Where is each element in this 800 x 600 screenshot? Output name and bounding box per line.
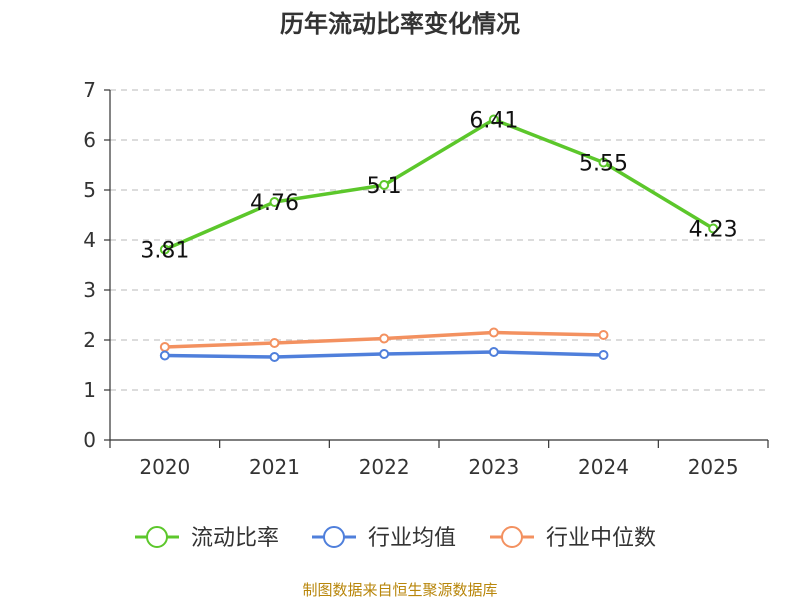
legend-label: 行业中位数 bbox=[546, 526, 656, 551]
source-footer: 制图数据来自恒生聚源数据库 bbox=[302, 581, 497, 599]
data-point[interactable] bbox=[159, 244, 170, 255]
legend-marker bbox=[323, 526, 345, 548]
data-point[interactable] bbox=[379, 180, 390, 190]
data-point[interactable] bbox=[159, 342, 170, 352]
y-tick-label: 7 bbox=[83, 78, 96, 102]
y-tick-label: 1 bbox=[83, 378, 96, 402]
data-point[interactable] bbox=[598, 350, 609, 360]
legend-label: 行业均值 bbox=[368, 526, 456, 551]
series-layer: 3.81 4.76 5.1 6.41 5.55 4.23 bbox=[140, 109, 738, 362]
legend-item-2[interactable]: 行业中位数 bbox=[490, 526, 656, 551]
data-point[interactable] bbox=[379, 333, 390, 344]
x-tick-label: 2025 bbox=[688, 455, 739, 479]
legend-marker bbox=[501, 526, 523, 548]
data-point[interactable] bbox=[269, 352, 280, 362]
data-label: 3.81 bbox=[140, 239, 189, 264]
data-point[interactable] bbox=[708, 223, 719, 234]
x-tick-label: 2023 bbox=[468, 455, 519, 479]
data-point[interactable] bbox=[598, 157, 609, 168]
series-line-0 bbox=[164, 117, 715, 252]
x-tick-label: 2024 bbox=[578, 455, 629, 479]
y-tick-label: 2 bbox=[83, 328, 96, 352]
data-point[interactable] bbox=[159, 350, 170, 361]
y-tick-label: 3 bbox=[83, 278, 96, 302]
y-tick-label: 5 bbox=[83, 178, 96, 202]
data-point[interactable] bbox=[269, 338, 280, 348]
data-point[interactable] bbox=[379, 349, 390, 359]
y-tick-label: 4 bbox=[83, 228, 96, 252]
data-label: 5.55 bbox=[579, 152, 628, 177]
x-tick-label: 2022 bbox=[359, 455, 410, 479]
data-point[interactable] bbox=[488, 347, 499, 357]
x-tick-label: 2020 bbox=[139, 455, 190, 479]
data-label: 4.76 bbox=[250, 191, 299, 216]
data-label: 4.23 bbox=[689, 218, 738, 243]
y-tick-label: 6 bbox=[83, 128, 96, 152]
data-point[interactable] bbox=[488, 327, 499, 338]
legend[interactable]: 流动比率 行业均值 行业中位数 bbox=[135, 526, 656, 551]
axes: 0 1 2 3 4 5 6 7 2020 2021 2022 2023 2024 2025 bbox=[83, 78, 769, 479]
x-tick-label: 2021 bbox=[249, 455, 300, 479]
legend-item-1[interactable]: 行业均值 bbox=[312, 526, 456, 551]
data-label: 6.41 bbox=[469, 109, 518, 134]
legend-marker bbox=[146, 526, 168, 548]
data-point[interactable] bbox=[598, 330, 609, 340]
legend-item-0[interactable]: 流动比率 bbox=[135, 526, 279, 551]
legend-label: 流动比率 bbox=[191, 526, 279, 551]
y-tick-label: 0 bbox=[83, 428, 96, 452]
data-point[interactable] bbox=[269, 197, 280, 207]
data-point[interactable] bbox=[488, 114, 499, 125]
data-label: 5.1 bbox=[367, 174, 402, 199]
chart-title: 历年流动比率变化情况 bbox=[280, 10, 520, 38]
